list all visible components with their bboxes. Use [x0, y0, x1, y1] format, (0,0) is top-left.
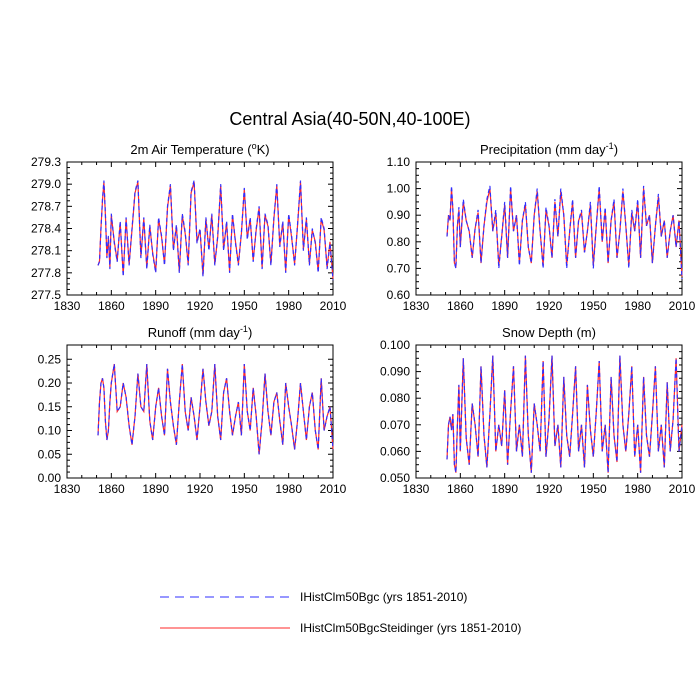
- x-tick-label: 1830: [403, 299, 430, 313]
- y-tick-label: 0.100: [380, 338, 410, 352]
- x-tick-label: 1860: [98, 299, 125, 313]
- panel-4: Snow Depth (m) 1830 1860 1890 1920 1950 1980 20…: [380, 325, 696, 496]
- panel-1: 2m Air Temperature (oK) 1830 1860 1890 1920 1…: [31, 141, 347, 313]
- y-tick-label: 0.80: [387, 235, 411, 249]
- y-tick-label: 0.050: [380, 471, 410, 485]
- x-tick-label: 2010: [320, 299, 347, 313]
- x-tick-label: 1950: [231, 299, 258, 313]
- panel-title: 2m Air Temperature (oK): [130, 141, 269, 157]
- x-tick-label: 1980: [275, 299, 302, 313]
- y-tick-label: 0.15: [38, 400, 62, 414]
- panel-title-text-end: ): [614, 142, 618, 157]
- legend-label: IHistClm50BgcSteidinger (yrs 1851-2010): [300, 621, 521, 635]
- panel-title: Runoff (mm day-1): [148, 324, 253, 340]
- x-tick-label: 1920: [187, 299, 214, 313]
- panel-title-text: Runoff (mm day: [148, 325, 241, 340]
- x-tick-label: 1980: [275, 482, 302, 496]
- y-tick-label: 0.70: [387, 261, 411, 275]
- y-tick-label: 1.10: [387, 155, 411, 169]
- x-tick-label: 1860: [98, 482, 125, 496]
- y-tick-label: 279.3: [31, 155, 61, 169]
- y-tick-label: 0.080: [380, 391, 410, 405]
- y-tick-label: 0.090: [380, 365, 410, 379]
- x-tick-label: 1830: [54, 299, 81, 313]
- x-tick-label: 1890: [491, 482, 518, 496]
- y-tick-label: 278.4: [31, 222, 61, 236]
- panel-title-superscript: o: [252, 141, 257, 151]
- y-tick-label: 277.5: [31, 288, 61, 302]
- x-tick-label: 1920: [187, 482, 214, 496]
- x-tick-label: 1890: [142, 299, 169, 313]
- panel-title: Precipitation (mm day-1): [480, 141, 618, 157]
- legend-label: IHistClm50Bgc (yrs 1851-2010): [300, 590, 467, 604]
- x-tick-label: 2010: [669, 482, 696, 496]
- series-line-ihistclm50bgcsteidinger: [446, 188, 683, 277]
- x-tick-label: 1920: [536, 482, 563, 496]
- series-line-ihistclm50bgcsteidinger: [446, 355, 683, 473]
- plot-frame: [66, 161, 334, 296]
- panel-title: Snow Depth (m): [502, 325, 596, 340]
- y-tick-label: 0.60: [387, 288, 411, 302]
- series-line-ihistclm50bgc: [446, 185, 683, 280]
- y-tick-label: 0.10: [38, 424, 62, 438]
- x-tick-label: 1890: [491, 299, 518, 313]
- panel-3: Runoff (mm day-1) 1830 1860 1890 1920 1950 198…: [38, 324, 347, 496]
- x-tick-label: 1830: [403, 482, 430, 496]
- y-tick-label: 0.060: [380, 444, 410, 458]
- x-tick-label: 1890: [142, 482, 169, 496]
- x-tick-label: 1860: [447, 482, 474, 496]
- y-tick-label: 0.25: [38, 352, 62, 366]
- y-tick-label: 0.20: [38, 376, 62, 390]
- x-tick-label: 2010: [320, 482, 347, 496]
- series-line-ihistclm50bgc: [97, 180, 334, 281]
- y-tick-label: 279.0: [31, 177, 61, 191]
- x-tick-label: 1920: [536, 299, 563, 313]
- x-tick-label: 1980: [624, 299, 651, 313]
- y-tick-label: 0.070: [380, 418, 410, 432]
- x-tick-label: 1950: [231, 482, 258, 496]
- legend: IHistClm50Bgc (yrs 1851-2010) IHistClm50B…: [160, 590, 521, 635]
- panel-2: Precipitation (mm day-1) 1830 1860 1890 1920…: [387, 141, 696, 313]
- panel-title-text-end: ): [248, 325, 252, 340]
- x-tick-label: 1950: [580, 299, 607, 313]
- y-tick-label: 1.00: [387, 182, 411, 196]
- x-tick-label: 1950: [580, 482, 607, 496]
- panel-title-text-end: K): [257, 142, 270, 157]
- y-tick-label: 0.05: [38, 447, 62, 461]
- x-tick-label: 1860: [447, 299, 474, 313]
- series-line-ihistclm50bgcsteidinger: [97, 181, 334, 279]
- panel-title-superscript: -1: [606, 141, 614, 151]
- panels: 2m Air Temperature (oK) 1830 1860 1890 1920 1…: [31, 141, 696, 496]
- y-tick-label: 277.8: [31, 266, 61, 280]
- series-line-ihistclm50bgc: [446, 355, 683, 473]
- series-line-ihistclm50bgc: [97, 363, 334, 455]
- x-tick-label: 1980: [624, 482, 651, 496]
- panel-title-superscript: -1: [240, 324, 248, 334]
- panel-title-text: 2m Air Temperature (: [130, 142, 252, 157]
- panel-title-text: Precipitation (mm day: [480, 142, 606, 157]
- x-tick-label: 2010: [669, 299, 696, 313]
- y-tick-label: 0.00: [38, 471, 62, 485]
- panel-title-text: Snow Depth (m): [502, 325, 596, 340]
- y-tick-label: 0.90: [387, 208, 411, 222]
- figure-title: Central Asia(40-50N,40-100E): [229, 109, 470, 129]
- y-tick-label: 278.7: [31, 199, 61, 213]
- y-tick-label: 278.1: [31, 244, 61, 258]
- x-tick-label: 1830: [54, 482, 81, 496]
